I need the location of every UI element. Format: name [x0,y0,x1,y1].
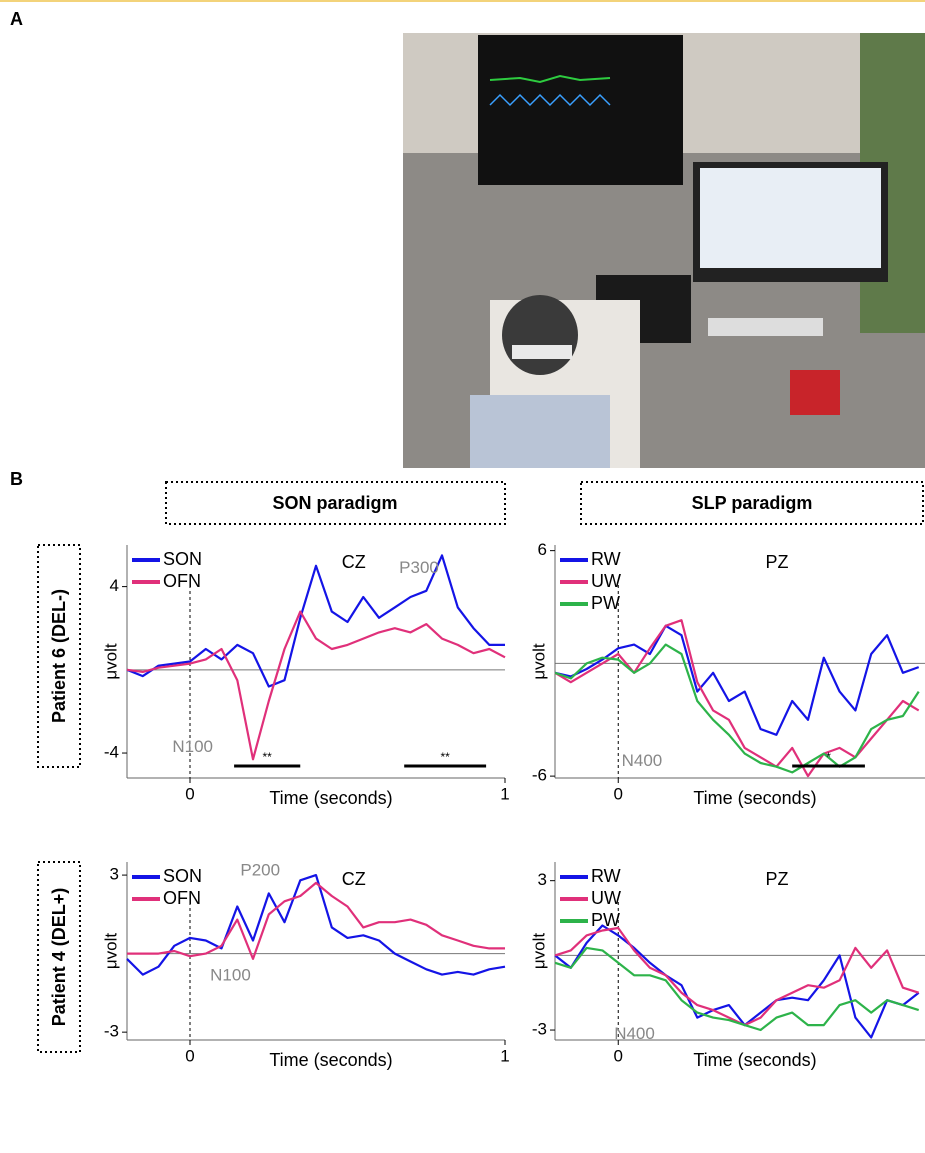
legend-label: UW [591,888,621,908]
chart-title: PZ [765,552,788,572]
panel-label: B [10,469,23,489]
legend-label: RW [591,549,621,569]
row-header: Patient 4 (DEL+) [49,888,69,1027]
x-tick-label: 0 [614,1046,623,1065]
chart-title: PZ [765,869,788,889]
annotation: P300 [399,558,439,577]
x-tick-label: 1 [500,1046,509,1065]
y-tick-label: 3 [538,870,547,889]
y-tick-label: -6 [532,766,547,785]
y-tick-label: 3 [110,865,119,884]
significance-label: ** [263,750,273,764]
significance-label: ** [440,750,450,764]
legend-label: PW [591,910,620,930]
y-axis-label: μvolt [101,643,120,680]
y-axis-label: μvolt [529,933,548,970]
series-line [126,554,505,688]
y-tick-label: -4 [104,743,119,762]
annotation: N100 [172,737,213,756]
legend-label: SON [163,866,202,886]
annotation: N400 [622,751,663,770]
y-axis-label: μvolt [529,643,548,680]
series-line [554,624,920,736]
annotation: N400 [614,1024,655,1043]
series-line [126,610,506,761]
series-line [554,643,920,774]
legend-label: UW [591,571,621,591]
series-line [126,874,506,976]
chart-title: CZ [342,869,366,889]
x-axis-label: Time (seconds) [693,1050,816,1070]
annotation: P200 [240,860,280,879]
legend-label: SON [163,549,202,569]
y-axis-label: μvolt [101,933,120,970]
y-tick-label: 4 [110,576,119,595]
series-line [554,924,920,1039]
x-tick-label: 0 [614,784,623,803]
column-header: SLP paradigm [692,493,813,513]
column-box [165,481,506,525]
y-tick-label: -3 [532,1020,547,1039]
chart-title: CZ [342,552,366,572]
x-tick-label: 0 [185,784,194,803]
x-tick-label: 0 [185,1046,194,1065]
row-header: Patient 6 (DEL-) [49,589,69,723]
legend-label: PW [591,593,620,613]
column-header: SON paradigm [272,493,397,513]
row-box [37,861,81,1053]
legend-label: OFN [163,888,201,908]
series-line [554,926,920,1027]
x-axis-label: Time (seconds) [693,788,816,808]
significance-label: * [826,750,831,764]
series-line [554,946,920,1032]
y-tick-label: 6 [538,540,547,559]
x-axis-label: Time (seconds) [269,788,392,808]
annotation: N100 [210,965,251,984]
legend-label: RW [591,866,621,886]
x-tick-label: 1 [500,784,509,803]
column-box [580,481,924,525]
row-box [37,544,81,768]
legend-label: OFN [163,571,201,591]
photo [403,33,925,468]
y-tick-label: -3 [104,1022,119,1041]
x-axis-label: Time (seconds) [269,1050,392,1070]
panel-label: A [10,9,23,29]
series-line [127,881,505,960]
